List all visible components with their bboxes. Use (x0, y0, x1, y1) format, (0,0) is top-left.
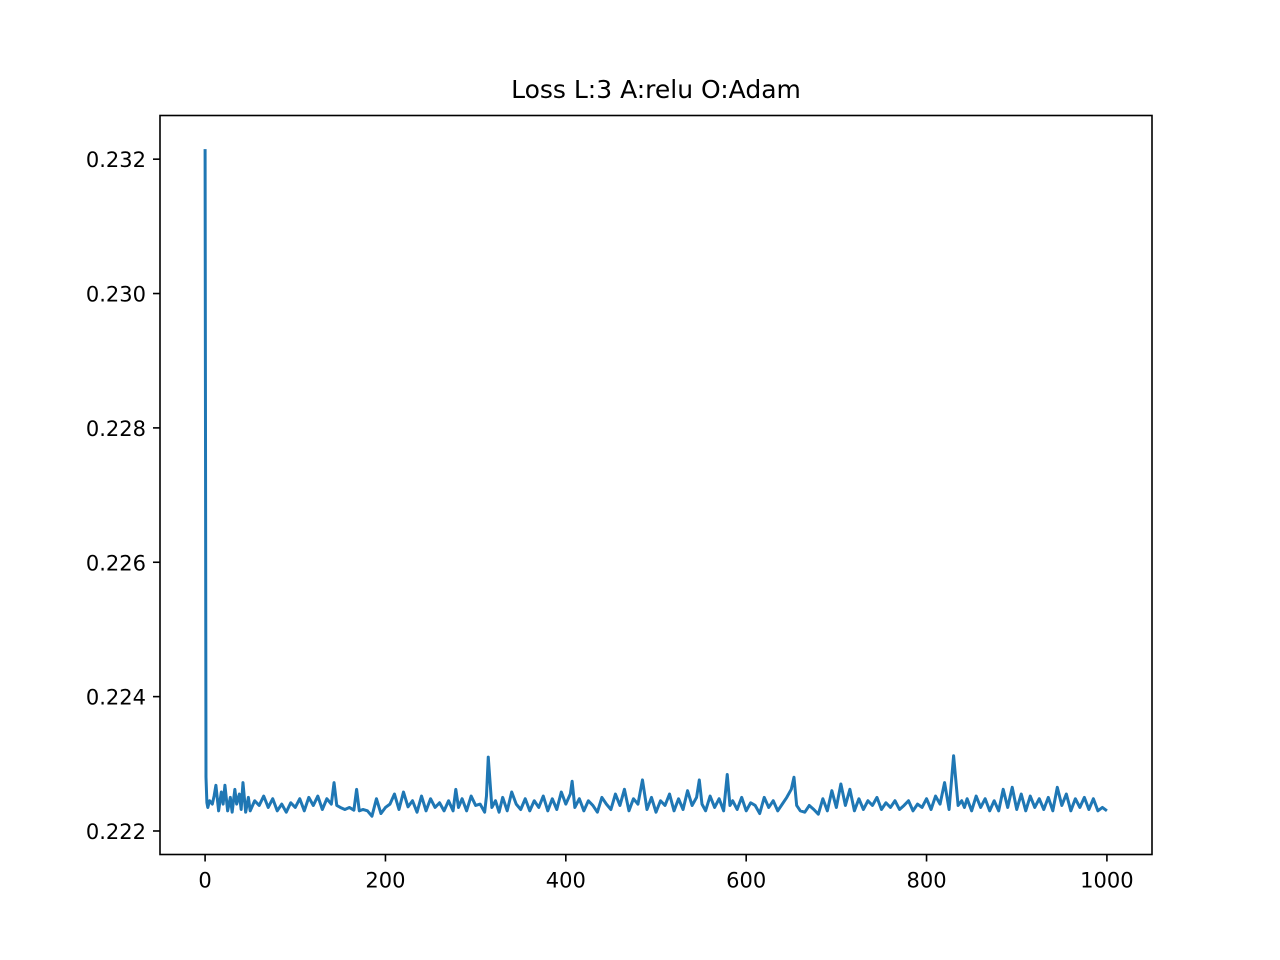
plot-area (203, 149, 1108, 818)
y-tick-label: 0.230 (86, 283, 146, 307)
x-tick-label: 600 (726, 869, 766, 893)
y-tick-label: 0.224 (86, 686, 146, 710)
x-tick-label: 800 (906, 869, 946, 893)
y-tick-label: 0.226 (86, 551, 146, 575)
loss-series-line (203, 149, 1108, 818)
y-tick-label: 0.222 (86, 820, 146, 844)
x-tick-label: 0 (198, 869, 211, 893)
x-tick-label: 400 (546, 869, 586, 893)
x-axis-ticks: 0 200 400 600 800 1000 (198, 854, 1134, 893)
x-tick-label: 200 (365, 869, 405, 893)
axes-frame (159, 114, 1153, 856)
y-axis-ticks: 0.222 0.224 0.226 0.228 0.230 0.232 (86, 148, 160, 844)
x-tick-label: 1000 (1080, 869, 1133, 893)
y-tick-label: 0.232 (86, 148, 146, 172)
chart-title: Loss L:3 A:relu O:Adam (511, 75, 801, 104)
y-tick-label: 0.228 (86, 417, 146, 441)
